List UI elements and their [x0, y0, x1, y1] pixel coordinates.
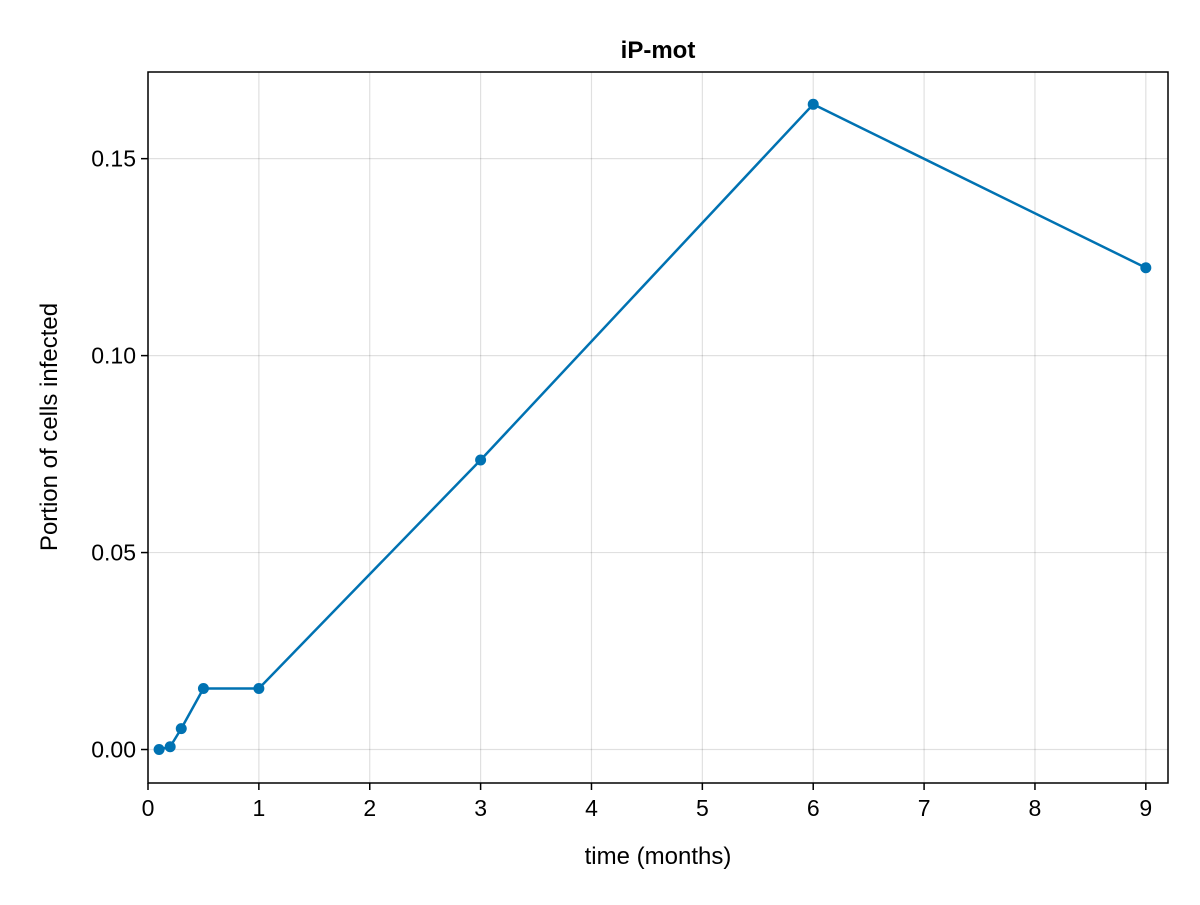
- plot-frame: [147, 71, 1169, 784]
- x-tick-label: 1: [252, 795, 265, 821]
- y-axis-label: Portion of cells infected: [36, 303, 63, 551]
- y-tick-label: 0.15: [91, 146, 136, 172]
- series-layer: [153, 98, 1152, 756]
- x-tick-label: 3: [474, 795, 487, 821]
- data-point: [807, 98, 819, 110]
- x-axis-label: time (months): [585, 843, 732, 870]
- x-tick-label: 6: [807, 795, 820, 821]
- x-tick-label: 7: [918, 795, 931, 821]
- x-tick-label: 9: [1139, 795, 1152, 821]
- x-tick-label: 8: [1029, 795, 1042, 821]
- data-point: [197, 682, 209, 694]
- chart-title: iP-mot: [621, 37, 696, 64]
- x-tick-label: 5: [696, 795, 709, 821]
- y-tick-label: 0.05: [91, 540, 136, 566]
- series-line: [158, 103, 1147, 751]
- x-tick-label: 2: [363, 795, 376, 821]
- tick-labels: 0 1 2 3 4 5 6 7 8 9 0.00 0.05 0.10 0.15: [91, 146, 1152, 821]
- data-point: [253, 682, 265, 694]
- y-tick-label: 0.10: [91, 343, 136, 369]
- data-point: [153, 744, 165, 756]
- data-point: [164, 741, 176, 753]
- data-point: [475, 454, 487, 466]
- data-point: [175, 723, 187, 735]
- data-point: [1140, 262, 1152, 274]
- axis-ticks: [141, 157, 1147, 790]
- x-tick-label: 4: [585, 795, 598, 821]
- y-tick-label: 0.00: [91, 737, 136, 763]
- x-tick-label: 0: [142, 795, 155, 821]
- grid-lines: [147, 72, 1168, 783]
